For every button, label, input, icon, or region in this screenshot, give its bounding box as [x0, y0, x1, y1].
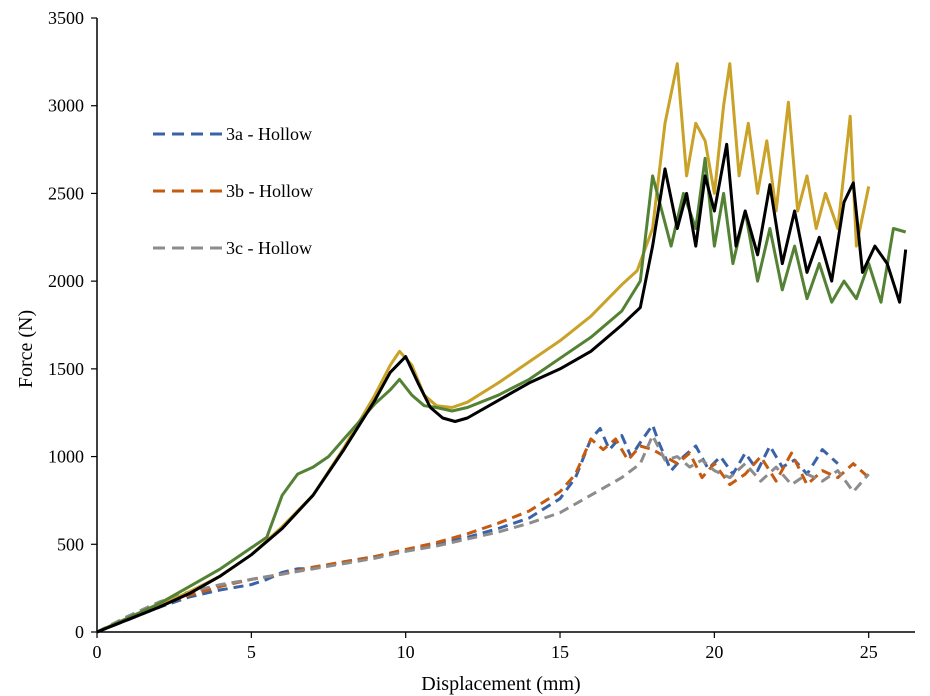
series-line-5 — [96, 156, 907, 634]
legend-label: 3a - Hollow — [226, 124, 312, 144]
series-line-2 — [96, 437, 870, 634]
series-line-6 — [96, 142, 908, 634]
legend-label: 3b - Hollow — [226, 181, 313, 201]
y-tick-label: 3000 — [48, 96, 84, 116]
x-tick-label: 5 — [247, 642, 256, 662]
y-tick-label: 0 — [75, 622, 84, 642]
x-tick-label: 15 — [551, 642, 569, 662]
y-tick-label: 2500 — [48, 183, 84, 203]
x-tick-label: 25 — [860, 642, 878, 662]
x-tick-label: 0 — [93, 642, 102, 662]
y-axis-label: Force (N) — [15, 310, 37, 388]
y-tick-label: 2000 — [48, 271, 84, 291]
y-tick-label: 500 — [57, 534, 84, 554]
series-line-4 — [96, 62, 871, 634]
y-tick-label: 3500 — [48, 8, 84, 28]
axes — [91, 17, 915, 638]
y-tick-label: 1000 — [48, 447, 84, 467]
x-axis-label: Displacement (mm) — [421, 673, 580, 695]
series-line-3 — [96, 434, 870, 634]
legend-label: 3c - Hollow — [226, 238, 312, 258]
legend: 3a - Hollow 3b - Hollow 3c - Hollow — [153, 124, 313, 258]
series-lines — [96, 62, 908, 634]
tick-labels: 0 5 10 15 20 25 0 500 1000 1500 2000 2500 3000 3500 — [48, 8, 878, 662]
x-tick-label: 20 — [705, 642, 723, 662]
series-line-1 — [96, 423, 839, 634]
x-tick-label: 10 — [397, 642, 415, 662]
y-tick-label: 1500 — [48, 359, 84, 379]
